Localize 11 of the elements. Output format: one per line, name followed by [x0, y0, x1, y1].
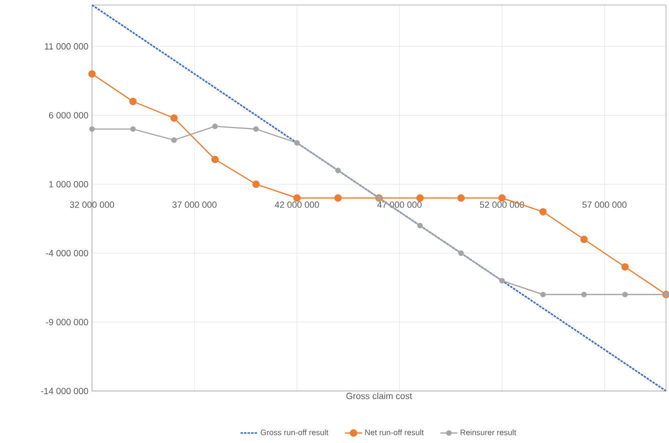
x-tick-label: 37 000 000	[172, 202, 217, 208]
x-axis-title: Gross claim cost	[346, 392, 412, 400]
y-tick-label: -4 000 000	[46, 250, 88, 256]
y-tick-label: 1 000 000	[49, 181, 88, 188]
y-tick-label: -14 000 000	[41, 388, 88, 394]
y-tick-label: 11 000 000	[44, 43, 88, 50]
x-tick-label: 57 000 000	[582, 202, 627, 208]
y-tick-label: -9 000 000	[46, 318, 88, 326]
x-tick-label: 32 000 000	[70, 202, 114, 208]
y-tick-label: 6 000 000	[49, 112, 88, 118]
x-tick-label: 42 000 000	[274, 202, 320, 208]
